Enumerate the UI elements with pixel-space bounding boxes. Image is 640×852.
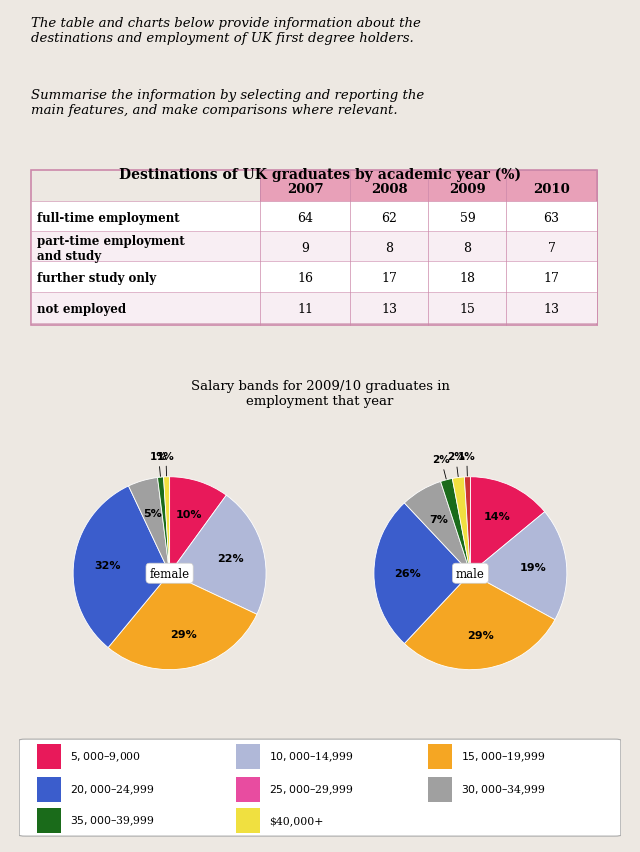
Text: further study only: further study only: [37, 272, 156, 285]
Text: 17: 17: [543, 272, 559, 285]
Text: 2009: 2009: [449, 182, 486, 196]
Text: 15: 15: [460, 302, 476, 315]
Text: 9: 9: [301, 242, 309, 255]
Text: 59: 59: [460, 211, 476, 225]
Text: $15,000 – $19,999: $15,000 – $19,999: [461, 750, 547, 763]
Text: $25,000 – $29,999: $25,000 – $29,999: [269, 783, 353, 797]
Text: part-time employment
and study: part-time employment and study: [37, 234, 185, 262]
Text: $20,000 – $24,999: $20,000 – $24,999: [70, 783, 156, 797]
Text: 8: 8: [385, 242, 393, 255]
Text: $5,000 – $9,000: $5,000 – $9,000: [70, 750, 141, 763]
Text: full-time employment: full-time employment: [37, 211, 180, 225]
Text: not employed: not employed: [37, 302, 126, 315]
Text: 16: 16: [297, 272, 313, 285]
Text: 8: 8: [463, 242, 472, 255]
Text: 2010: 2010: [533, 182, 570, 196]
FancyBboxPatch shape: [31, 292, 596, 324]
FancyBboxPatch shape: [236, 745, 260, 769]
FancyBboxPatch shape: [31, 232, 596, 263]
Text: The table and charts below provide information about the
destinations and employ: The table and charts below provide infor…: [31, 17, 421, 44]
Text: $40,000+: $40,000+: [269, 815, 323, 826]
FancyBboxPatch shape: [37, 745, 61, 769]
FancyBboxPatch shape: [31, 202, 596, 233]
Text: 64: 64: [297, 211, 313, 225]
Text: 13: 13: [381, 302, 397, 315]
FancyBboxPatch shape: [236, 809, 260, 833]
Text: Salary bands for 2009/10 graduates in
employment that year: Salary bands for 2009/10 graduates in em…: [191, 379, 449, 407]
Text: 2008: 2008: [371, 182, 408, 196]
Text: $30,000 – $34,999: $30,000 – $34,999: [461, 783, 547, 797]
FancyBboxPatch shape: [19, 740, 621, 836]
FancyBboxPatch shape: [31, 262, 596, 293]
Text: 17: 17: [381, 272, 397, 285]
FancyBboxPatch shape: [37, 809, 61, 833]
FancyBboxPatch shape: [236, 777, 260, 802]
Text: 2007: 2007: [287, 182, 323, 196]
Text: 63: 63: [543, 211, 559, 225]
Text: Destinations of UK graduates by academic year (%): Destinations of UK graduates by academic…: [119, 168, 521, 182]
Text: $10,000 – $14,999: $10,000 – $14,999: [269, 750, 354, 763]
Text: 18: 18: [460, 272, 476, 285]
FancyBboxPatch shape: [37, 777, 61, 802]
Text: 7: 7: [548, 242, 556, 255]
FancyBboxPatch shape: [260, 170, 596, 204]
Text: 13: 13: [543, 302, 559, 315]
Text: Summarise the information by selecting and reporting the
main features, and make: Summarise the information by selecting a…: [31, 89, 424, 118]
Text: $35,000 – $39,999: $35,000 – $39,999: [70, 814, 156, 827]
FancyBboxPatch shape: [428, 777, 452, 802]
Text: 62: 62: [381, 211, 397, 225]
FancyBboxPatch shape: [428, 745, 452, 769]
Text: 11: 11: [297, 302, 313, 315]
